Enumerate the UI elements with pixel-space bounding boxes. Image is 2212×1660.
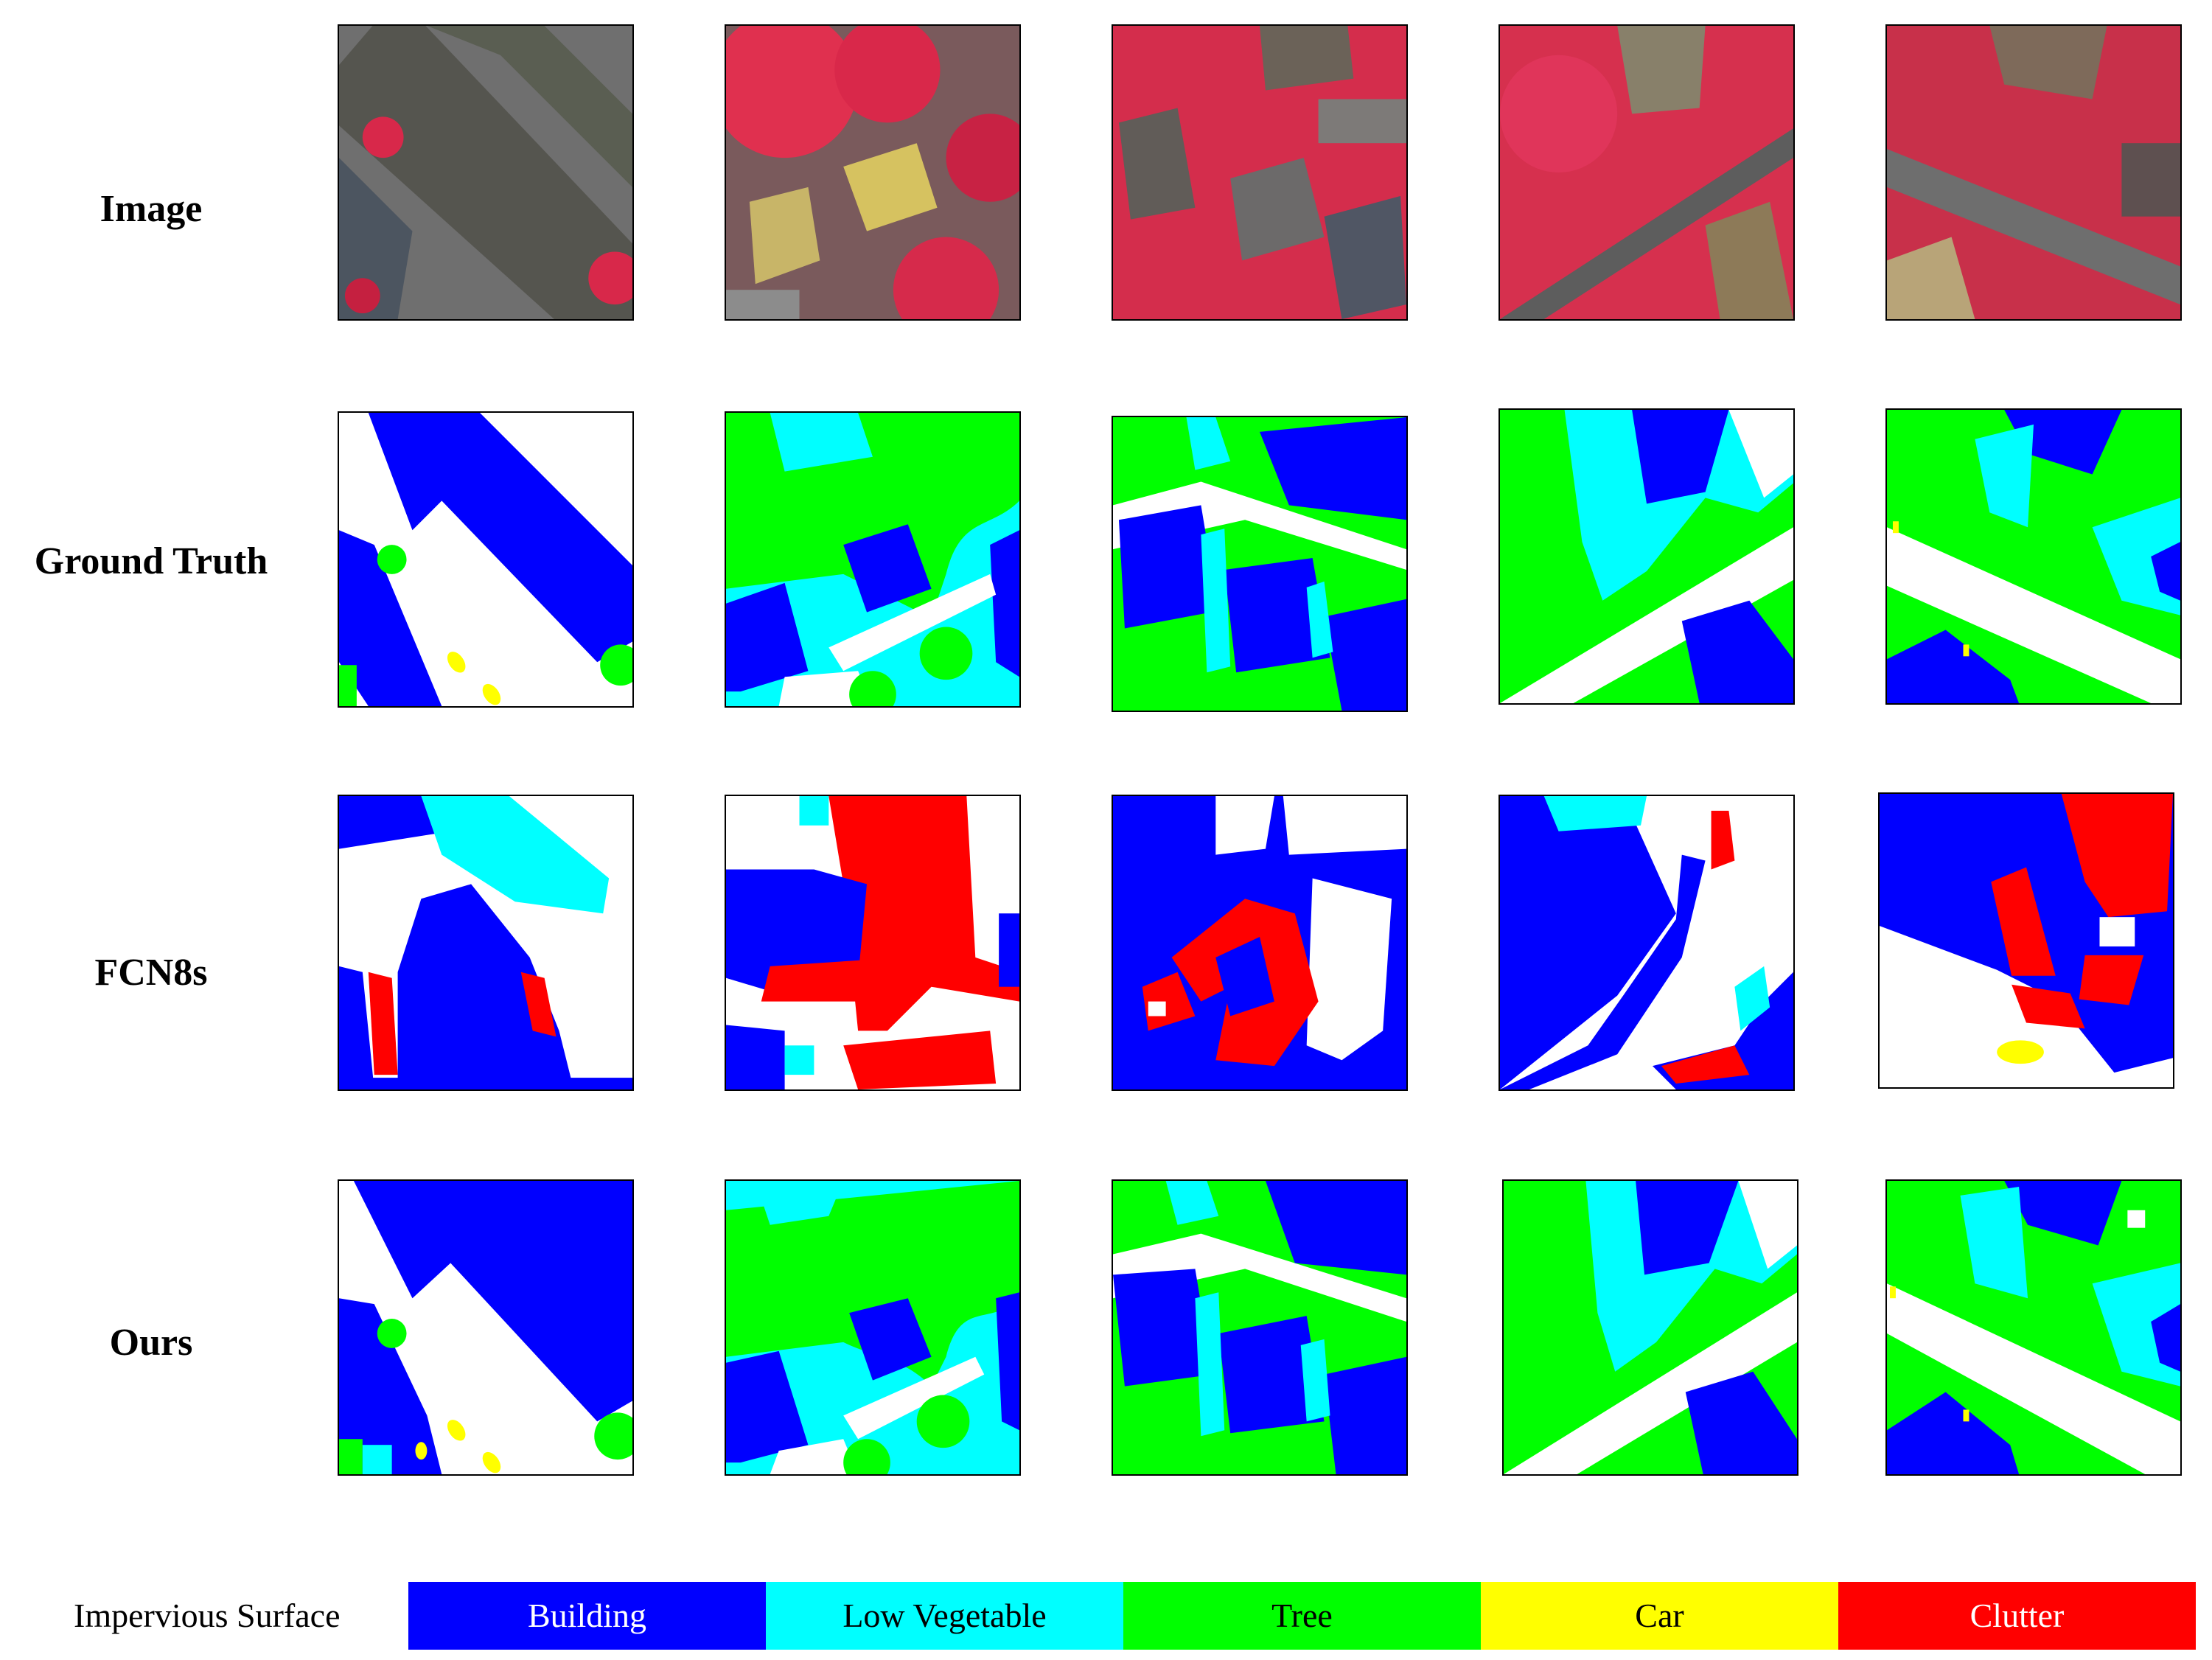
ground-truth-map-3 <box>1112 416 1408 712</box>
ground-truth-map-2 <box>725 411 1021 708</box>
ours-map-4 <box>1502 1179 1798 1476</box>
ours-map-3 <box>1112 1179 1408 1476</box>
row-label-ground-truth: Ground Truth <box>34 540 268 582</box>
ours-map-2 <box>725 1179 1021 1476</box>
fcn8s-map-3 <box>1112 795 1408 1091</box>
ours-map-1 <box>338 1179 634 1476</box>
ground-truth-map-1 <box>338 411 634 708</box>
aerial-image-3 <box>1112 24 1408 321</box>
legend-swatch-tree: Tree <box>1123 1582 1481 1650</box>
aerial-image-5 <box>1885 24 2182 321</box>
fcn8s-map-2 <box>725 795 1021 1091</box>
ours-map-5 <box>1885 1179 2182 1476</box>
fcn8s-map-5 <box>1878 792 2174 1089</box>
ground-truth-map-5 <box>1885 408 2182 705</box>
aerial-image-1 <box>338 24 634 321</box>
legend-swatch-clutter: Clutter <box>1838 1582 2196 1650</box>
row-label-fcn8s: FCN8s <box>94 952 208 994</box>
fcn8s-map-1 <box>338 795 634 1091</box>
fcn8s-map-4 <box>1498 795 1795 1091</box>
legend-swatch-car: Car <box>1481 1582 1838 1650</box>
legend-swatch-low-vegetable: Low Vegetable <box>766 1582 1123 1650</box>
aerial-image-4 <box>1498 24 1795 321</box>
legend-impervious-surface: Impervious Surface <box>74 1597 341 1634</box>
row-label-image: Image <box>100 188 203 230</box>
legend-swatch-building: Building <box>408 1582 766 1650</box>
ground-truth-map-4 <box>1498 408 1795 705</box>
row-label-ours: Ours <box>109 1322 193 1364</box>
aerial-image-2 <box>725 24 1021 321</box>
